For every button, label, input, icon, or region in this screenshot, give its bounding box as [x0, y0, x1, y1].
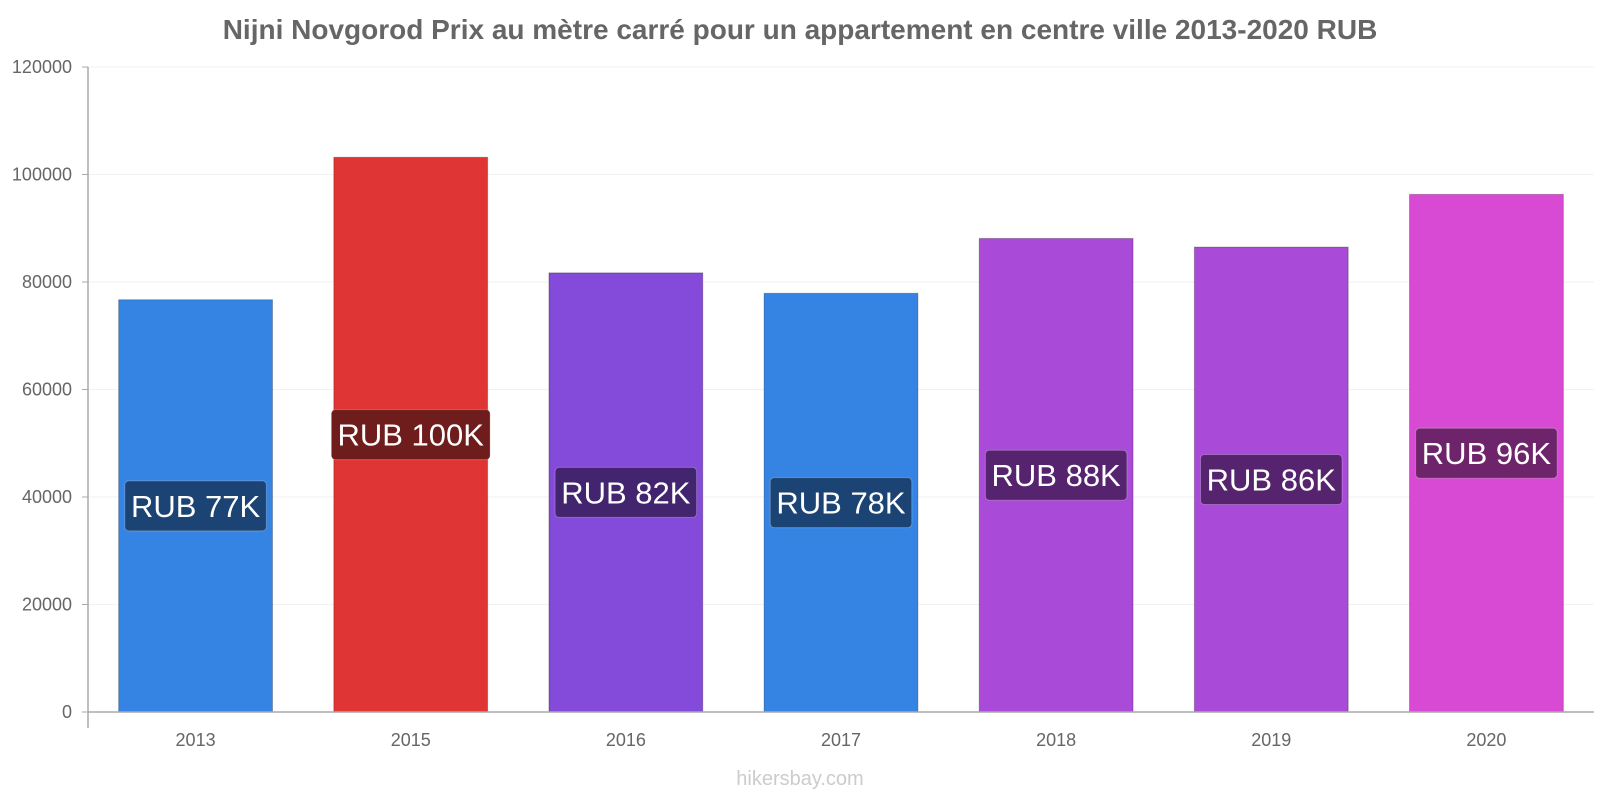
x-tick-label: 2020 — [1466, 730, 1506, 750]
data-label-box — [330, 409, 491, 461]
data-label-text: RUB 78K — [776, 486, 906, 521]
data-label-text: RUB 86K — [1207, 463, 1337, 498]
y-tick-label: 20000 — [22, 595, 72, 615]
y-tick-label: 80000 — [22, 272, 72, 292]
x-tick-label: 2013 — [176, 730, 216, 750]
data-label-2019: RUB 86K — [1200, 454, 1343, 506]
data-label-text: RUB 88K — [992, 458, 1122, 493]
x-tick-label: 2019 — [1251, 730, 1291, 750]
y-tick-label: 0 — [62, 702, 72, 722]
data-label-box — [554, 466, 698, 518]
x-tick-label: 2018 — [1036, 730, 1076, 750]
x-tick-label: 2016 — [606, 730, 646, 750]
data-label-box — [1200, 454, 1343, 506]
y-tick-label: 60000 — [22, 380, 72, 400]
data-label-box — [1415, 427, 1558, 479]
chart-title: Nijni Novgorod Prix au mètre carré pour … — [222, 14, 1378, 45]
data-label-text: RUB 82K — [561, 475, 691, 510]
data-label-box — [984, 449, 1128, 501]
x-tick-label: 2017 — [821, 730, 861, 750]
data-label-2013: RUB 77K — [124, 480, 267, 532]
x-tick-label: 2015 — [391, 730, 431, 750]
y-tick-label: 120000 — [12, 57, 72, 77]
data-label-2015: RUB 100K — [330, 409, 491, 461]
watermark: hikersbay.com — [736, 768, 864, 790]
data-label-2018: RUB 88K — [984, 449, 1128, 501]
data-label-box — [769, 477, 913, 529]
data-label-2017: RUB 78K — [769, 477, 913, 529]
y-tick-label: 100000 — [12, 165, 72, 185]
y-tick-label: 40000 — [22, 487, 72, 507]
data-label-text: RUB 77K — [131, 489, 261, 524]
data-label-2016: RUB 82K — [554, 466, 698, 518]
data-label-text: RUB 96K — [1422, 436, 1552, 471]
data-label-box — [124, 480, 267, 532]
axes: 0 20000 40000 60000 80000 100000 120000 2013 201… — [12, 57, 1594, 750]
data-label-text: RUB 100K — [337, 418, 484, 453]
data-labels: RUB 77K RUB 100K RUB 82K RUB 78K RUB 88K RUB … — [124, 409, 1558, 532]
data-label-2020: RUB 96K — [1415, 427, 1558, 479]
